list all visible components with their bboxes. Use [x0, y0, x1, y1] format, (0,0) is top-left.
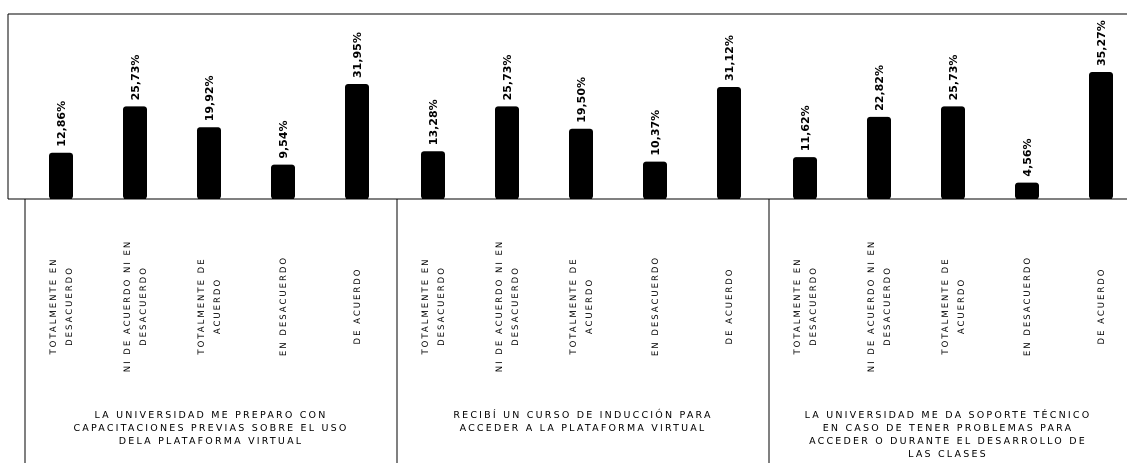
bars-layer: [49, 72, 1113, 199]
bar: [643, 161, 667, 199]
value-label: 11,62%: [799, 105, 812, 151]
category-label: TOTALMENTE EN: [49, 257, 59, 355]
category-label: ACUERDO: [957, 278, 967, 334]
value-label: 35,27%: [1095, 20, 1108, 66]
category-label: TOTALMENTE EN: [793, 257, 803, 355]
value-label: 19,92%: [203, 75, 216, 121]
value-label: 9,54%: [277, 120, 290, 158]
value-label: 13,28%: [427, 99, 440, 145]
category-label: DE ACUERDO: [725, 268, 735, 345]
value-label: 31,12%: [723, 35, 736, 81]
category-label: ACUERDO: [213, 278, 223, 334]
group-labels-layer: LA UNIVERSIDAD ME PREPARO CON CAPACITACIO…: [73, 409, 1092, 460]
bar: [569, 128, 593, 199]
category-label: ACUERDO: [585, 278, 595, 334]
value-label: 25,73%: [947, 55, 960, 101]
category-label: DE ACUERDO: [1097, 268, 1107, 345]
category-label: DE ACUERDO: [353, 268, 363, 345]
bar: [197, 127, 221, 199]
category-label: EN DESACUERDO: [651, 256, 661, 356]
group-label: LA UNIVERSIDAD ME PREPARO CON: [94, 410, 327, 421]
bar: [867, 116, 891, 199]
group-label: LA UNIVERSIDAD ME DA SOPORTE TÉCNICO: [805, 409, 1092, 421]
bar: [421, 151, 445, 199]
category-label: EN DESACUERDO: [1023, 256, 1033, 356]
bar: [1089, 72, 1113, 199]
group-label: CAPACITACIONES PREVIAS SOBRE EL USO: [73, 423, 348, 434]
category-label: TOTALMENTE DE: [569, 257, 579, 355]
value-label: 31,95%: [351, 32, 364, 78]
category-label: TOTALMENTE EN: [421, 257, 431, 355]
category-labels-layer: TOTALMENTE EN DESACUERDO NI DE ACUERDO NI …: [49, 240, 1107, 373]
bar: [793, 157, 817, 199]
value-label: 4,56%: [1021, 138, 1034, 176]
bar: [1015, 182, 1039, 199]
group-label: RECIBÍ UN CURSO DE INDUCCIÓN PARA: [453, 409, 712, 421]
value-labels-layer: 12,86% 25,73% 19,92% 9,54% 31,95% 13,28% 25,73…: [55, 20, 1108, 176]
bar: [49, 152, 73, 199]
category-label: NI DE ACUERDO NI EN: [123, 240, 133, 373]
bar: [495, 106, 519, 199]
bar: [941, 106, 965, 199]
value-label: 10,37%: [649, 110, 662, 156]
category-label: TOTALMENTE DE: [941, 257, 951, 355]
category-label: DESACUERDO: [139, 266, 149, 346]
category-label: DESACUERDO: [809, 266, 819, 346]
category-label: DESACUERDO: [437, 266, 447, 346]
value-label: 22,82%: [873, 65, 886, 111]
category-label: DESACUERDO: [511, 266, 521, 346]
category-label: NI DE ACUERDO NI EN: [495, 240, 505, 373]
group-label: ACCEDER A LA PLATAFORMA VIRTUAL: [460, 423, 707, 434]
bar: [271, 164, 295, 199]
group-label: EN CASO DE TENER PROBLEMAS PARA: [823, 423, 1074, 434]
value-label: 19,50%: [575, 77, 588, 123]
value-label: 25,73%: [129, 55, 142, 101]
group-label: LAS CLASES: [908, 449, 988, 460]
group-label: ACCEDER O DURANTE EL DESARROLLO DE: [809, 436, 1087, 447]
bar: [123, 106, 147, 199]
category-label: DESACUERDO: [883, 266, 893, 346]
value-label: 25,73%: [501, 55, 514, 101]
value-label: 12,86%: [55, 101, 68, 147]
category-label: EN DESACUERDO: [279, 256, 289, 356]
category-label: DESACUERDO: [65, 266, 75, 346]
chart-frame: [7, 13, 1127, 463]
group-label: DELA PLATAFORMA VIRTUAL: [119, 436, 304, 447]
bar: [717, 86, 741, 199]
bar: [345, 83, 369, 199]
category-label: TOTALMENTE DE: [197, 257, 207, 355]
category-label: NI DE ACUERDO NI EN: [867, 240, 877, 373]
